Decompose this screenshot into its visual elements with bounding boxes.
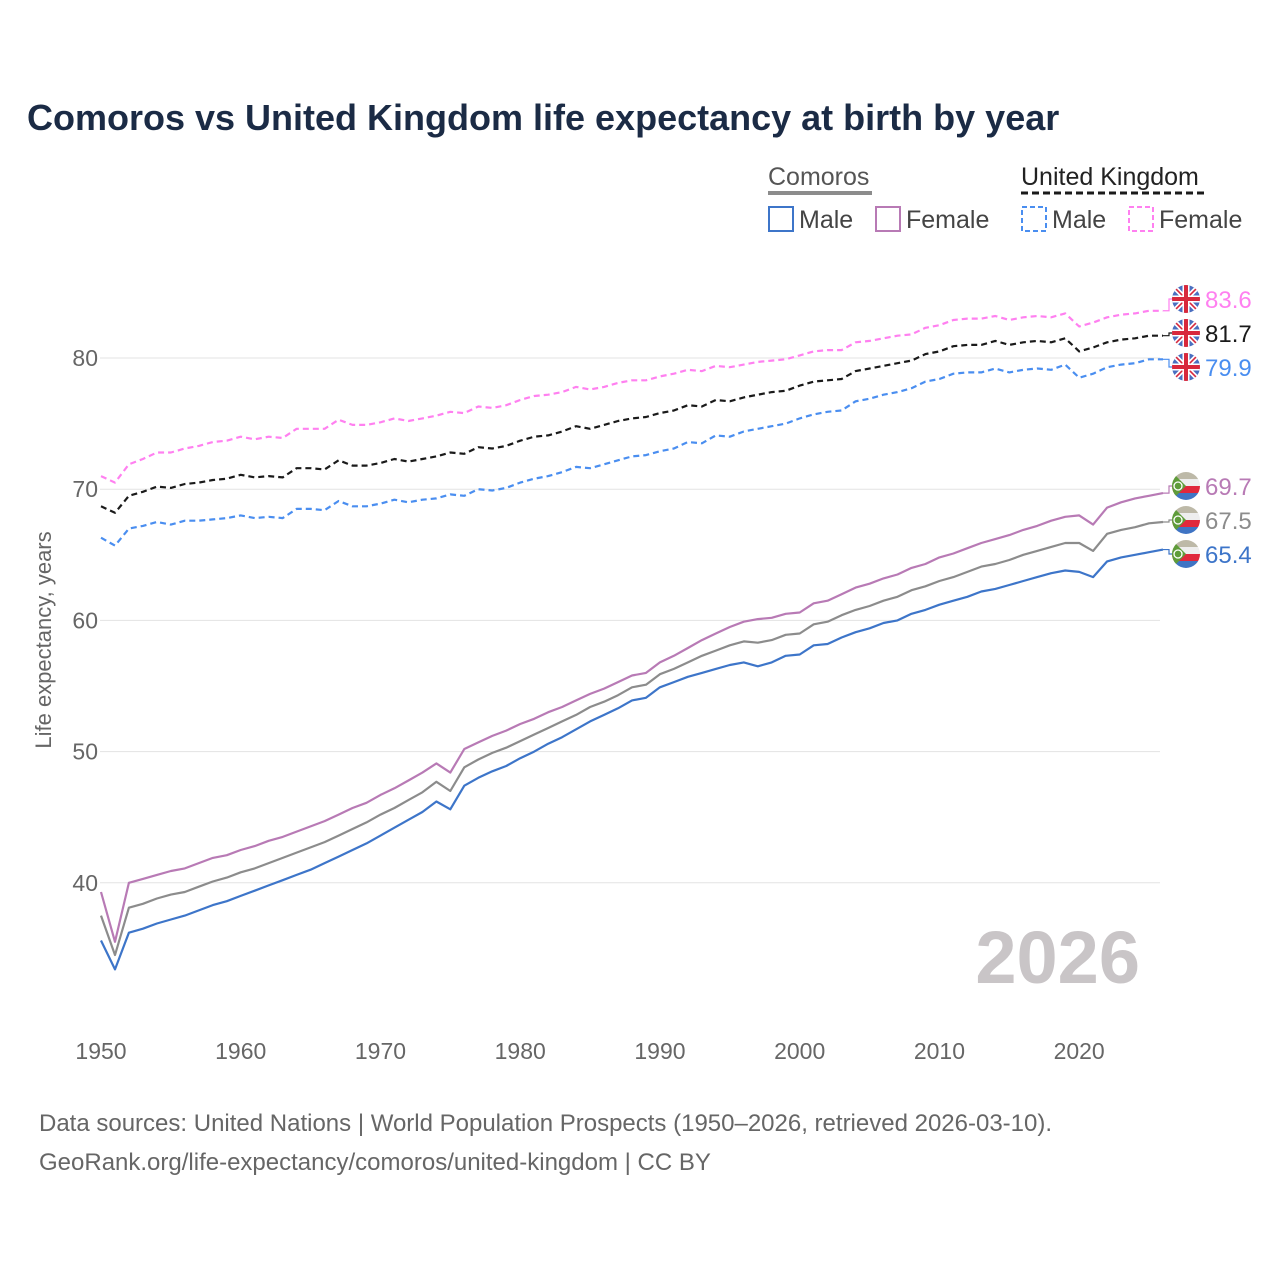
x-tick-label: 1950 (75, 1038, 126, 1064)
flag-stripe (1172, 472, 1200, 479)
flag-triangle (1172, 506, 1186, 534)
flag-stripe (1172, 506, 1200, 513)
legend: Comoros United Kingdom Male Female Male … (768, 163, 1242, 234)
flag-stripe (1172, 479, 1200, 486)
flag-body (1172, 472, 1200, 500)
flag-triangle (1172, 540, 1186, 568)
series-line-uk-female (100, 309, 1163, 484)
y-tick-label: 40 (72, 870, 98, 896)
comoros-flag-icon (1172, 506, 1200, 534)
x-axis-ticks: 1950 1960 1970 1980 1990 2000 2010 2020 (75, 1038, 1104, 1064)
end-label-connector (1163, 358, 1172, 368)
x-tick-label: 1960 (215, 1038, 266, 1064)
gridlines (100, 357, 1160, 884)
legend-label-comoros-male[interactable]: Male (799, 206, 853, 234)
flag-body (1172, 285, 1200, 313)
legend-label-uk-female[interactable]: Female (1159, 206, 1242, 234)
end-label-connector (1163, 298, 1172, 312)
x-tick-label: 1970 (355, 1038, 406, 1064)
x-tick-label: 2020 (1054, 1038, 1105, 1064)
y-axis-label: Life expectancy, years (31, 531, 56, 748)
legend-label-comoros-female[interactable]: Female (906, 206, 989, 234)
end-label-connector (1163, 485, 1172, 494)
x-tick-label: 2000 (774, 1038, 825, 1064)
flag-body (1172, 540, 1200, 568)
end-labels: 83.6 81.7 79.9 69.7 67.5 65.4 (1163, 285, 1252, 569)
end-label-value: 69.7 (1205, 474, 1252, 501)
end-label-value: 67.5 (1205, 508, 1252, 535)
end-label-connector (1163, 548, 1172, 555)
flag-cross-red (1172, 353, 1200, 381)
flag-crescent (1173, 549, 1183, 559)
legend-swatch-comoros-male[interactable] (768, 206, 794, 232)
flag-stripe (1172, 561, 1200, 568)
series-line-uk-male (100, 358, 1163, 547)
flag-cross-red (1172, 319, 1200, 347)
flag-stripe (1172, 547, 1200, 554)
legend-swatch-uk-female[interactable] (1128, 206, 1154, 232)
flag-stripe (1172, 520, 1200, 527)
legend-swatch-comoros-female[interactable] (875, 206, 901, 232)
comoros-flag-icon (1172, 472, 1200, 500)
flag-body (1172, 319, 1200, 347)
series-line-km-total (99, 520, 1164, 957)
legend-group-comoros: Comoros (768, 163, 869, 191)
footer-link[interactable]: GeoRank.org/life-expectancy/comoros/unit… (39, 1149, 711, 1176)
end-label-value: 65.4 (1205, 542, 1252, 569)
uk-flag-icon (1172, 353, 1200, 381)
end-label-value: 81.7 (1205, 321, 1252, 348)
series-line-km-female (99, 492, 1164, 943)
end-label-value: 83.6 (1205, 287, 1252, 314)
flag-stripe (1172, 493, 1200, 500)
flag-stripe (1172, 527, 1200, 534)
flag-stripe (1172, 513, 1200, 520)
comoros-flag-icon (1172, 540, 1200, 568)
end-label-connector (1163, 519, 1172, 523)
series-line-uk-total (100, 334, 1163, 514)
footer-sources: Data sources: United Nations | World Pop… (39, 1110, 1052, 1137)
x-tick-label: 1990 (634, 1038, 685, 1064)
flag-body (1172, 353, 1200, 381)
y-tick-label: 80 (72, 345, 98, 371)
end-label-connector (1163, 332, 1172, 337)
uk-flag-icon (1172, 319, 1200, 347)
series-lines (99, 309, 1164, 971)
series-line-km-male (100, 548, 1164, 971)
legend-group-uk: United Kingdom (1021, 163, 1199, 191)
flag-crescent (1173, 515, 1183, 525)
flag-crescent (1173, 481, 1183, 491)
x-tick-label: 1980 (495, 1038, 546, 1064)
flag-stripe (1172, 486, 1200, 493)
y-tick-label: 50 (72, 739, 98, 765)
flag-stripe (1172, 554, 1200, 561)
flag-stripe (1172, 540, 1200, 547)
year-watermark: 2026 (975, 916, 1140, 999)
y-tick-label: 70 (72, 476, 98, 502)
flag-triangle (1172, 472, 1186, 500)
chart-title: Comoros vs United Kingdom life expectanc… (27, 97, 1059, 138)
legend-swatch-uk-male[interactable] (1021, 206, 1047, 232)
flag-cross-red (1172, 285, 1200, 313)
end-label-value: 79.9 (1205, 355, 1252, 382)
y-axis-ticks: 40 50 60 70 80 (72, 345, 98, 896)
uk-flag-icon (1172, 285, 1200, 313)
y-tick-label: 60 (72, 607, 98, 633)
flag-body (1172, 506, 1200, 534)
x-tick-label: 2010 (914, 1038, 965, 1064)
legend-label-uk-male[interactable]: Male (1052, 206, 1106, 234)
